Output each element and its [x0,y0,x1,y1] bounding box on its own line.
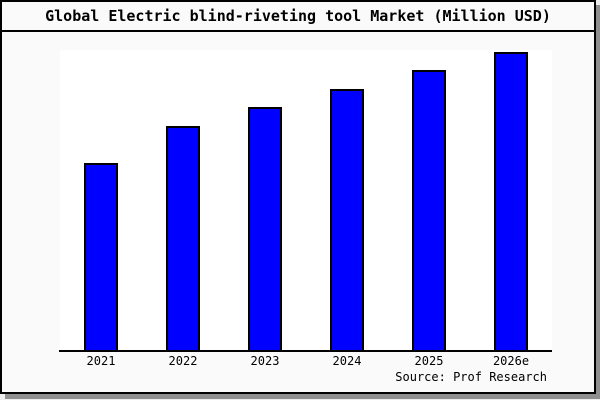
bar-2022 [166,126,200,350]
x-tick-label-2026e: 2026e [492,354,530,368]
x-tick-label-2024: 2024 [332,354,362,368]
x-axis-line [59,350,552,352]
x-tick-label-2021: 2021 [86,354,116,368]
chart-title: Global Electric blind-riveting tool Mark… [45,7,551,25]
bar-2024 [330,89,364,350]
bar-2021 [84,163,118,350]
x-tick-label-2022: 2022 [168,354,198,368]
chart-title-bar: Global Electric blind-riveting tool Mark… [2,2,594,32]
bar-2023 [248,107,282,350]
plot-area [59,50,552,352]
bar-2026e [494,52,528,350]
x-tick-label-2023: 2023 [250,354,280,368]
bar-2025 [412,70,446,350]
chart-container: Global Electric blind-riveting tool Mark… [0,0,596,394]
x-tick-label-2025: 2025 [414,354,444,368]
source-attribution: Source: Prof Research [395,370,547,384]
x-axis-labels: 2021 2022 2023 2024 2025 2026e [60,354,552,370]
